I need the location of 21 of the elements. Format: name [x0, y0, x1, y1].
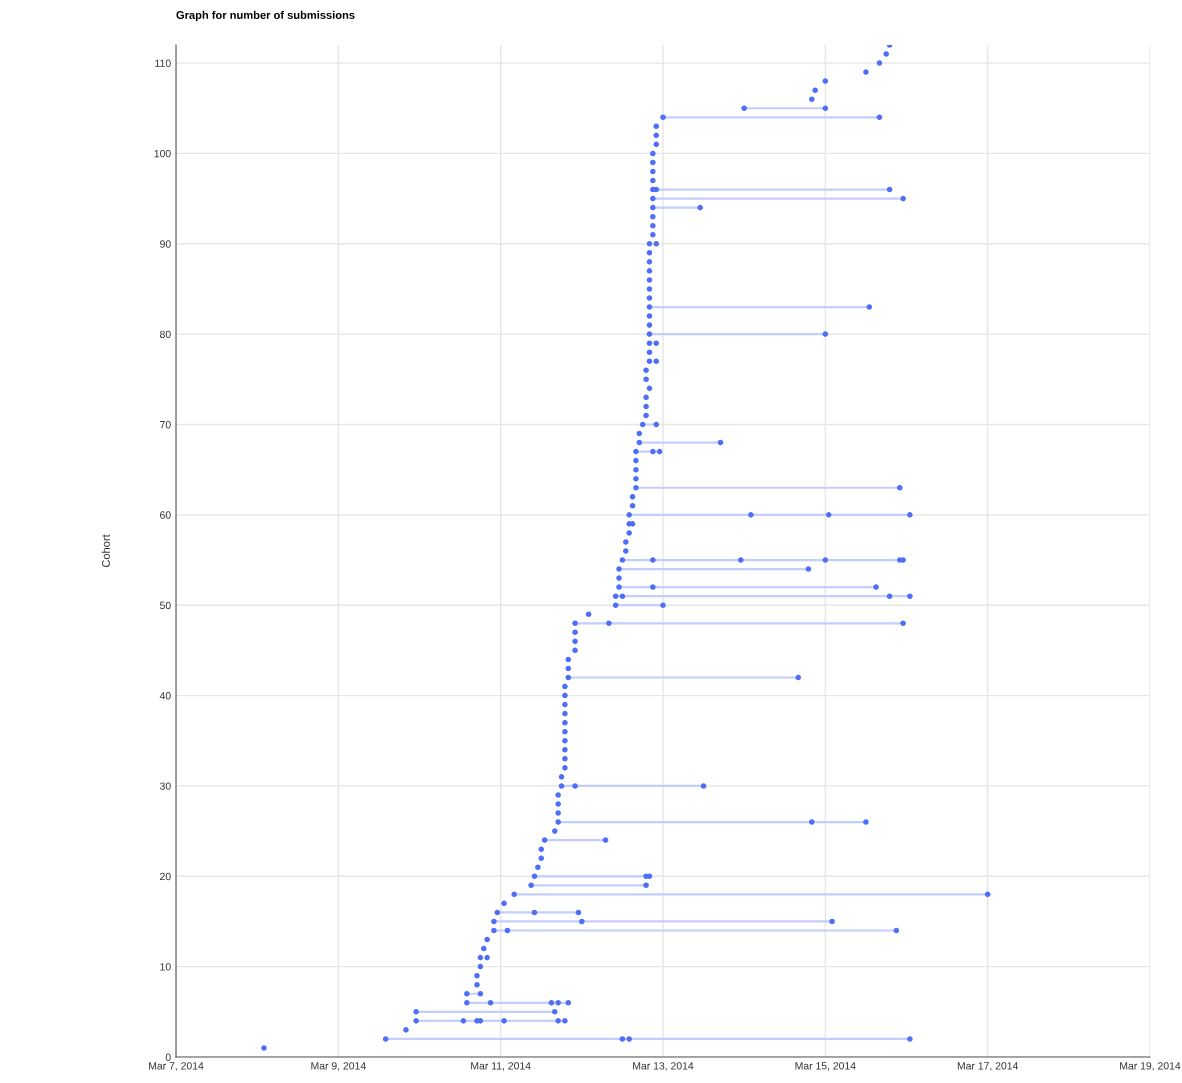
x-tick-label: Mar 13, 2014	[633, 1062, 694, 1071]
x-tick-label: Mar 7, 2014	[149, 1062, 204, 1071]
y-tick-label: 0	[165, 1053, 171, 1061]
y-tick-label: 20	[160, 872, 171, 881]
y-tick-label: 100	[154, 149, 171, 158]
y-tick-label: 110	[155, 59, 171, 67]
y-tick-label: 40	[159, 692, 171, 700]
x-tick-label: Mar 15, 2014	[795, 1062, 856, 1071]
x-tick-label: Mar 11, 2014	[471, 1062, 531, 1071]
y-tick-label: 50	[159, 601, 171, 610]
y-axis-title: Cohort	[101, 534, 110, 568]
y-tick-label: 10	[160, 963, 171, 971]
y-tick-label: 80	[160, 330, 171, 339]
x-tick-label: Mar 17, 2014	[957, 1062, 1019, 1071]
y-tick-label: 90	[160, 240, 171, 248]
y-tick-label: 70	[160, 421, 171, 429]
y-tick-label: 30	[159, 782, 171, 790]
chart-title: Graph for number of submissions	[176, 10, 355, 22]
x-tick-label: Mar 19, 2014	[1120, 1062, 1181, 1071]
x-tick-label: Mar 9, 2014	[311, 1062, 366, 1071]
y-tick-label: 60	[160, 511, 171, 519]
